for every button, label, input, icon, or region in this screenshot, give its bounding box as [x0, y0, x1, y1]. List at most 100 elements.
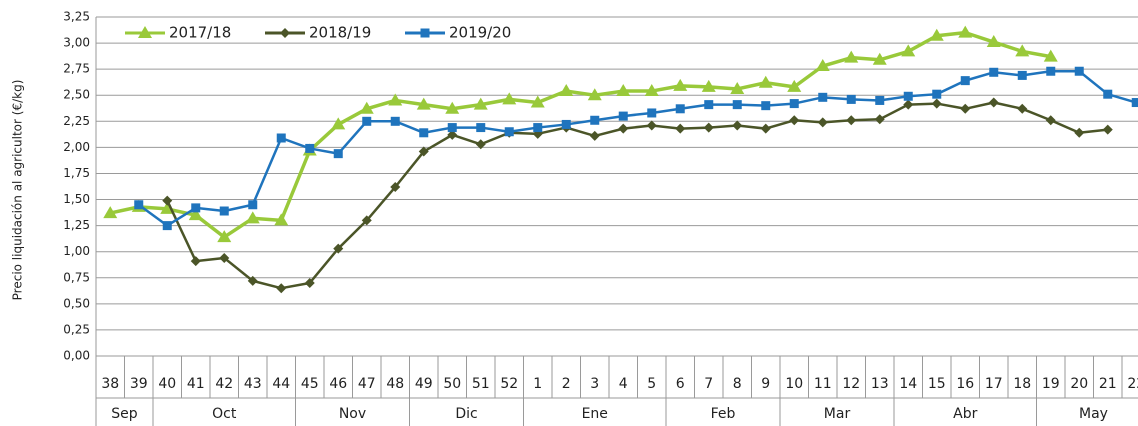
data-point — [418, 146, 429, 157]
data-point — [530, 95, 545, 108]
y-tick-label: 2,75 — [63, 62, 90, 76]
data-point — [644, 84, 659, 97]
x-tick-label: 40 — [158, 376, 176, 392]
data-point — [219, 206, 229, 216]
data-point — [929, 28, 944, 41]
x-tick-label: 15 — [928, 376, 946, 392]
legend-marker — [138, 26, 152, 38]
data-point — [248, 200, 258, 210]
data-point — [476, 123, 486, 133]
data-point — [245, 211, 260, 224]
x-tick-label: 8 — [733, 376, 742, 392]
x-tick-label: 2 — [562, 376, 571, 392]
data-point — [988, 97, 999, 108]
data-point — [874, 114, 885, 125]
data-point — [587, 88, 602, 101]
y-tick-label: 1,00 — [63, 244, 90, 258]
data-point — [960, 103, 971, 114]
data-point — [986, 35, 1001, 48]
month-label: Ene — [582, 406, 608, 422]
data-point — [704, 100, 714, 110]
data-point — [276, 133, 286, 143]
x-tick-label: 3 — [590, 376, 599, 392]
data-point — [502, 92, 517, 105]
data-point — [673, 78, 688, 91]
data-point — [447, 123, 457, 133]
legend-marker — [280, 28, 290, 38]
data-point — [960, 76, 970, 86]
data-point — [872, 52, 887, 65]
x-tick-label: 17 — [985, 376, 1003, 392]
x-tick-label: 11 — [814, 376, 832, 392]
y-tick-label: 1,50 — [63, 192, 90, 206]
data-point — [504, 127, 514, 137]
x-tick-label: 20 — [1070, 376, 1088, 392]
data-point — [191, 203, 201, 213]
x-tick-label: 41 — [187, 376, 205, 392]
x-tick-label: 13 — [871, 376, 889, 392]
data-point — [473, 97, 488, 110]
month-label: Mar — [824, 406, 851, 422]
y-tick-label: 0,00 — [63, 349, 90, 363]
y-tick-label: 2,25 — [63, 114, 90, 128]
data-point — [590, 115, 600, 125]
y-tick-label: 0,25 — [63, 322, 90, 336]
x-tick-label: 44 — [272, 376, 290, 392]
data-point — [815, 59, 830, 72]
data-point — [675, 123, 686, 134]
legend-label: 2019/20 — [449, 24, 511, 42]
data-point — [1043, 49, 1058, 62]
data-point — [1103, 89, 1113, 99]
data-point — [331, 117, 346, 130]
x-tick-label: 38 — [101, 376, 119, 392]
series-line — [138, 69, 1137, 227]
data-point — [134, 200, 144, 210]
data-point — [162, 221, 172, 231]
x-tick-label: 48 — [386, 376, 404, 392]
data-point — [388, 93, 403, 106]
x-tick-label: 43 — [244, 376, 262, 392]
x-tick-label: 46 — [329, 376, 347, 392]
x-tick-label: 49 — [415, 376, 433, 392]
data-point — [274, 213, 289, 226]
legend-label: 2018/19 — [309, 24, 371, 42]
data-point — [675, 104, 685, 114]
x-tick-label: 21 — [1099, 376, 1117, 392]
data-point — [818, 92, 828, 102]
x-tick-label: 47 — [358, 376, 376, 392]
data-point — [789, 115, 800, 126]
data-point — [1017, 103, 1028, 114]
data-point — [1074, 66, 1084, 76]
data-point — [730, 81, 745, 94]
month-label: Abr — [953, 406, 977, 422]
data-point — [103, 206, 118, 219]
data-point — [701, 79, 716, 92]
x-tick-label: 1 — [533, 376, 542, 392]
data-point — [703, 122, 714, 133]
month-label: May — [1079, 406, 1108, 422]
data-point — [817, 117, 828, 128]
x-tick-label: 39 — [130, 376, 148, 392]
data-point — [390, 116, 400, 126]
data-point — [533, 123, 543, 133]
data-point — [618, 111, 628, 121]
y-tick-label: 2,00 — [63, 140, 90, 154]
data-point — [361, 215, 372, 226]
data-point — [359, 101, 374, 114]
data-point — [333, 149, 343, 159]
data-point — [760, 123, 771, 134]
x-tick-label: 4 — [619, 376, 628, 392]
data-point — [647, 108, 657, 118]
x-tick-label: 51 — [472, 376, 490, 392]
data-point — [761, 101, 771, 111]
data-point — [1045, 115, 1056, 126]
x-tick-label: 12 — [842, 376, 860, 392]
data-point — [903, 99, 914, 110]
month-label: Nov — [339, 406, 366, 422]
data-point — [646, 120, 657, 131]
data-point — [1102, 124, 1113, 135]
y-tick-label: 1,75 — [63, 166, 90, 180]
y-axis-title: Precio liquidación al agricultor (€/kg) — [11, 80, 25, 301]
data-point — [217, 230, 232, 243]
data-point — [1017, 70, 1027, 80]
